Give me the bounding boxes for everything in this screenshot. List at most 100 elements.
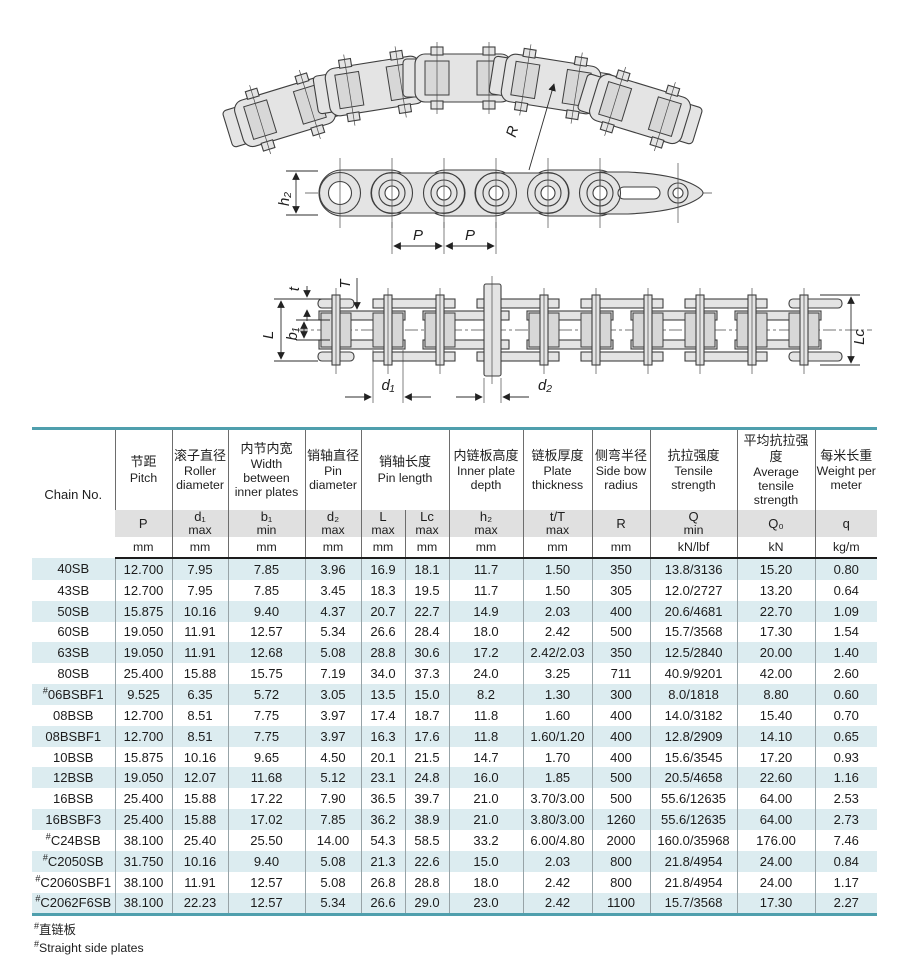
value-cell: 10.16: [171, 746, 228, 768]
value-cell: 12.5/2840: [649, 642, 738, 664]
value-cell: 14.9: [448, 600, 524, 622]
dim-label-P-left: P: [413, 227, 423, 244]
col-header-weight-per-meter: 每米长重 Weight per meter: [814, 428, 878, 510]
value-cell: 5.08: [304, 871, 361, 893]
value-cell: 24.00: [736, 850, 816, 872]
value-cell: 55.6/12635: [649, 809, 738, 830]
value-cell: 0.64: [814, 579, 878, 601]
table-row: 16BSB 25.400 15.88 17.22 7.90 36.5 39.7 21.0 3.7…: [32, 788, 878, 810]
value-cell: 22.7: [404, 600, 450, 622]
value-cell: 7.95: [171, 579, 228, 601]
value-cell: 400: [591, 600, 651, 622]
value-cell: 3.80/3.00: [522, 809, 593, 830]
value-cell: 19.5: [404, 579, 450, 601]
value-cell: 6.35: [171, 684, 228, 705]
unit-cell: kN: [736, 537, 816, 559]
value-cell: 0.65: [814, 725, 878, 747]
value-cell: 18.7: [404, 704, 450, 726]
value-cell: 10.16: [171, 850, 228, 872]
dim-label-h2: h₂: [276, 192, 293, 206]
value-cell: 17.30: [736, 892, 816, 915]
value-cell: 0.60: [814, 684, 878, 705]
value-cell: 58.5: [404, 829, 450, 851]
value-cell: 15.75: [227, 663, 305, 685]
symbol-Lc: Lc max: [404, 510, 450, 537]
value-cell: 17.20: [736, 746, 816, 768]
value-cell: 1.85: [522, 767, 593, 789]
chain-no-cell: 16BSBF3: [45, 812, 102, 828]
chain-no-header: Chain No.: [44, 486, 103, 502]
value-cell: 9.525: [114, 684, 172, 705]
value-cell: 31.750: [114, 850, 172, 872]
value-cell: 15.88: [171, 788, 228, 810]
value-cell: 36.5: [360, 788, 405, 810]
value-cell: 21.0: [448, 809, 524, 830]
value-cell: 8.80: [736, 684, 816, 705]
value-cell: 11.7: [448, 579, 524, 601]
col-header-inner-width: 内节内宽 Width between inner plates: [227, 428, 305, 510]
value-cell: 1.30: [522, 684, 593, 705]
value-cell: 176.00: [736, 829, 816, 851]
dim-label-Lc: Lc: [851, 329, 868, 345]
unit-cell: mm: [448, 537, 524, 559]
value-cell: 17.02: [227, 809, 305, 830]
value-cell: 7.19: [304, 663, 361, 685]
value-cell: 7.75: [227, 704, 305, 726]
value-cell: 17.6: [404, 725, 450, 747]
value-cell: 15.40: [736, 704, 816, 726]
value-cell: 28.8: [404, 871, 450, 893]
chain-no-cell: 50SB: [57, 603, 90, 619]
value-cell: 350: [591, 558, 651, 580]
value-cell: 2.03: [522, 850, 593, 872]
symbol-d1: d₁ max: [171, 510, 228, 537]
value-cell: 1.40: [814, 642, 878, 664]
value-cell: 20.7: [360, 600, 405, 622]
value-cell: 3.97: [304, 725, 361, 747]
value-cell: 0.80: [814, 558, 878, 580]
value-cell: 24.0: [448, 663, 524, 685]
value-cell: 13.8/3136: [649, 558, 738, 580]
value-cell: 8.51: [171, 725, 228, 747]
chain-no-cell: 08BSBF1: [45, 728, 102, 744]
value-cell: 12.57: [227, 871, 305, 893]
table-row: 40SB 12.700 7.95 7.85 3.96 16.9 18.1 11.7 1.50 35…: [32, 558, 878, 580]
value-cell: 7.75: [227, 725, 305, 747]
value-cell: 24.8: [404, 767, 450, 789]
value-cell: 15.7/3568: [649, 892, 738, 915]
chain-no-cell: #C24BSB: [45, 831, 101, 848]
chain-no-cell: 40SB: [57, 561, 90, 577]
value-cell: 9.65: [227, 746, 305, 768]
col-header-pin-length: 销轴长度 Pin length: [360, 428, 450, 510]
header-units-row: mm mm mm mm mm mm mm mm mm kN/lbf kN kg/…: [32, 537, 878, 559]
value-cell: 18.1: [404, 558, 450, 580]
value-cell: 4.37: [304, 600, 361, 622]
value-cell: 22.70: [736, 600, 816, 622]
value-cell: 12.57: [227, 892, 305, 915]
table-row: 16BSBF3 25.400 15.88 17.02 7.85 36.2 38.9 21.0 3…: [32, 809, 878, 830]
chain-no-cell: 08BSB: [53, 707, 94, 723]
table-row: #C2050SB 31.750 10.16 9.40 5.08 21.3 22.6 15.0 2…: [32, 850, 878, 872]
value-cell: 23.0: [448, 892, 524, 915]
value-cell: 34.0: [360, 663, 405, 685]
symbol-q: q: [814, 510, 878, 537]
value-cell: 4.50: [304, 746, 361, 768]
unit-cell: kg/m: [814, 537, 878, 559]
value-cell: 17.30: [736, 621, 816, 643]
value-cell: 15.7/3568: [649, 621, 738, 643]
symbol-d2: d₂ max: [304, 510, 361, 537]
value-cell: 7.85: [227, 558, 305, 580]
value-cell: 8.2: [448, 684, 524, 705]
value-cell: 23.1: [360, 767, 405, 789]
col-header-pin-diameter: 销轴直径 Pin diameter: [304, 428, 361, 510]
value-cell: 38.100: [114, 871, 172, 893]
chain-no-cell: 60SB: [57, 624, 90, 640]
col-header-side-bow-radius: 侧弯半径 Side bow radius: [591, 428, 651, 510]
table-row: 10BSB 15.875 10.16 9.65 4.50 20.1 21.5 14.7 1.70…: [32, 746, 878, 768]
value-cell: 18.0: [448, 621, 524, 643]
col-header-plate-thickness: 链板厚度 Plate thickness: [522, 428, 593, 510]
value-cell: 400: [591, 746, 651, 768]
value-cell: 12.700: [114, 558, 172, 580]
